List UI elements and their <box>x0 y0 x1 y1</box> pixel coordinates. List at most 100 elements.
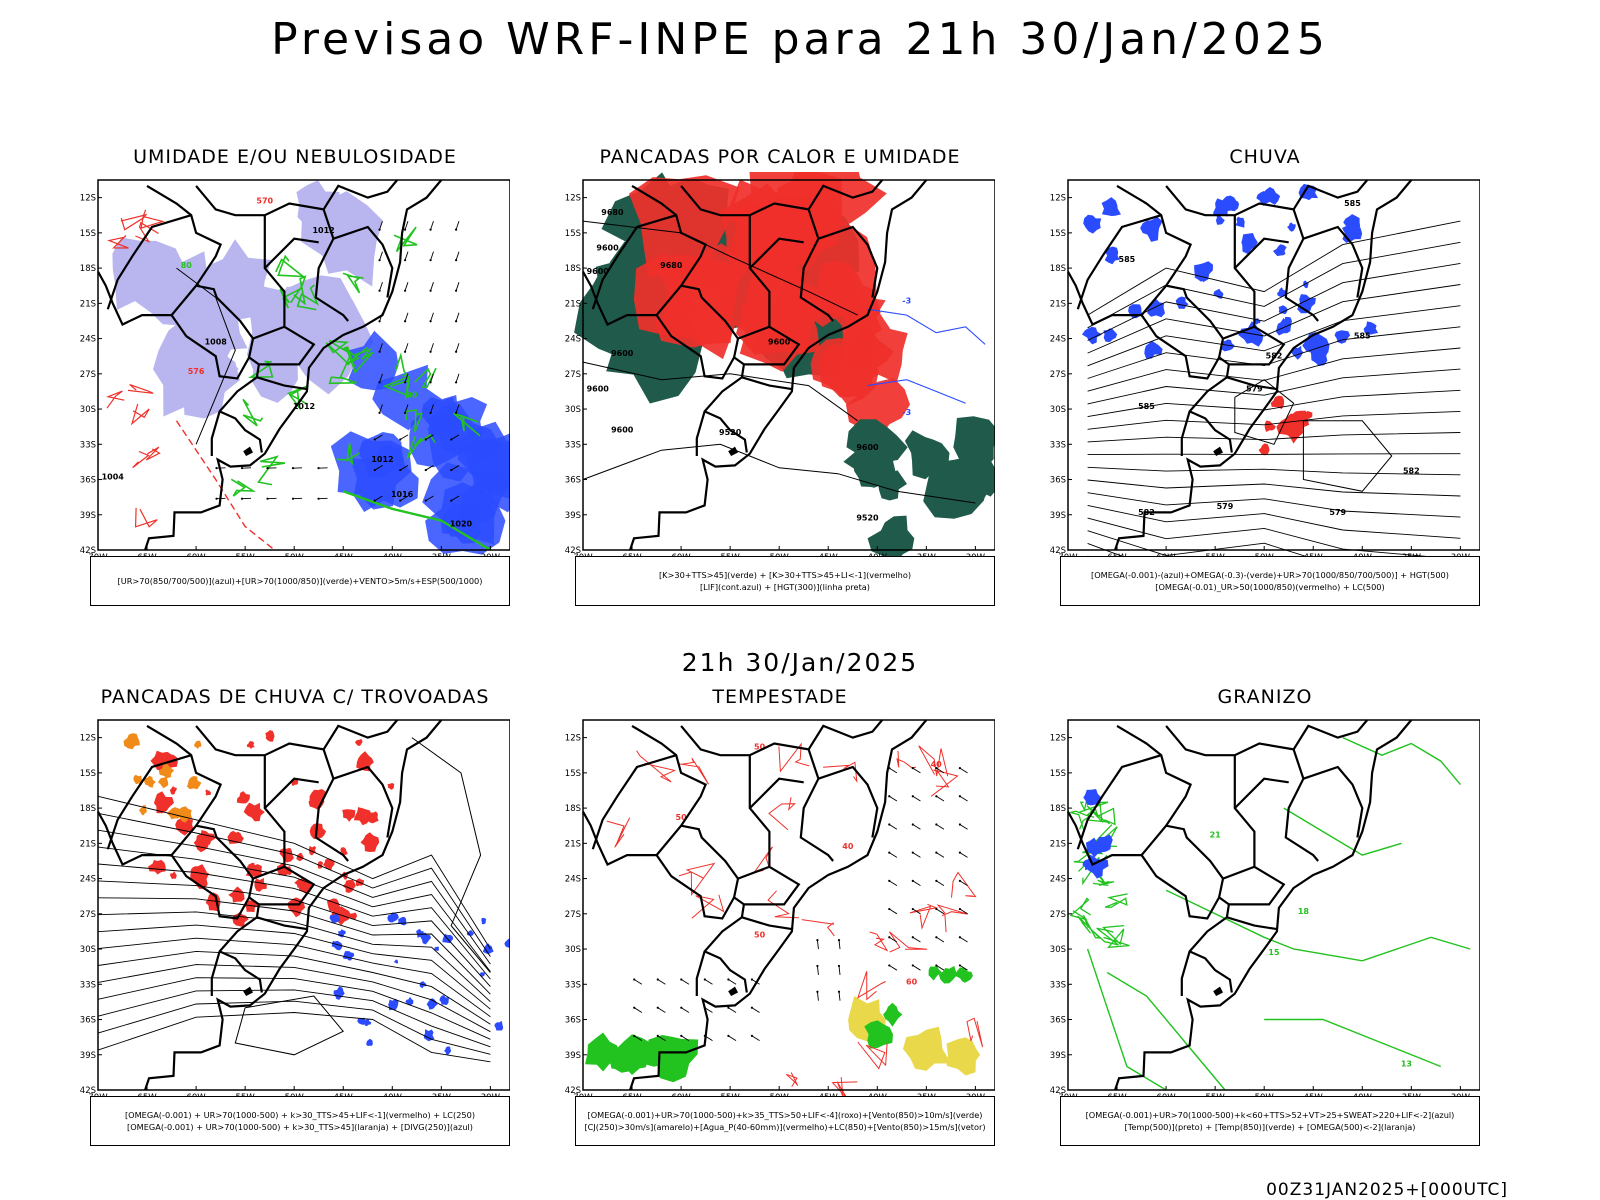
wind-vector-head <box>403 350 407 353</box>
storm-fill-red <box>360 832 380 852</box>
country-border <box>749 777 804 809</box>
contour-label: 1008 <box>205 337 228 346</box>
contour-label: 1016 <box>391 490 414 499</box>
legend-line-1: [OMEGA(-0.001) + UR>70(1000-500) + k>30_… <box>124 1110 476 1120</box>
lat-tick-label: 21S <box>1050 299 1066 309</box>
lat-tick-label: 39S <box>565 1051 581 1061</box>
thickness-contour-red <box>132 450 150 469</box>
streamline <box>1087 326 1461 379</box>
storm-fill-red <box>276 862 289 876</box>
wind-vector-head <box>215 467 218 470</box>
wind-vector <box>751 1035 760 1042</box>
rain-ur-red <box>1270 395 1285 409</box>
country-border <box>591 754 677 850</box>
wind-vector-head <box>816 990 819 993</box>
wind-vector-head <box>454 259 458 262</box>
storm-fill-red <box>387 783 395 790</box>
thickness-contour-red <box>140 209 165 229</box>
country-border <box>1189 950 1233 993</box>
lagoon <box>243 446 253 456</box>
wind-vector-head <box>837 939 841 942</box>
hail-blue <box>1083 789 1102 806</box>
storm-fill-red <box>367 811 379 824</box>
wind-vector <box>912 908 921 915</box>
wind-vector <box>379 251 383 261</box>
country-border <box>1226 916 1278 931</box>
wind-vector <box>751 1007 760 1013</box>
rain-omega-blue <box>1212 198 1230 217</box>
rain-omega-blue <box>1103 328 1118 343</box>
wind-vector-head <box>454 289 458 292</box>
wind-vector-head <box>633 978 636 981</box>
lat-tick-label: 42S <box>80 1086 96 1096</box>
pw-contour-red <box>823 761 858 783</box>
rain-omega-blue <box>1303 280 1309 289</box>
rain-ur-red <box>1282 425 1304 444</box>
wind-vector-head <box>911 851 914 854</box>
country-border <box>258 865 316 906</box>
contour-label: 585 <box>1354 332 1371 341</box>
wind-vector-head <box>958 795 962 798</box>
country-border <box>680 725 834 862</box>
lat-tick-label: 21S <box>80 839 96 849</box>
country-border <box>591 214 677 310</box>
humidity-fill-blue <box>349 444 419 512</box>
storm-fill-orange <box>187 776 202 790</box>
country-border <box>582 184 708 326</box>
wind-vector-head <box>266 467 269 470</box>
storm-fill-orange <box>194 740 202 749</box>
storm-fill-red <box>246 741 255 749</box>
wind-vector-head <box>403 228 407 231</box>
temp850-green <box>1104 893 1128 908</box>
lat-tick-label: 39S <box>80 1051 96 1061</box>
wind-vector-head <box>935 907 938 911</box>
wind-vector-head <box>454 320 458 323</box>
contour-label: 80 <box>181 261 193 270</box>
legend-line-2: [OMEGA(-0.01)_UR>50(1000/850)(vermelho) … <box>1155 582 1385 592</box>
storm-fill-red <box>322 858 335 871</box>
wind-vector-head <box>403 381 407 384</box>
country-border <box>737 215 771 340</box>
storm-fill-red <box>317 861 324 869</box>
pw-contour-red <box>888 931 928 953</box>
country-border <box>749 237 804 269</box>
wind-vector-head <box>837 964 841 968</box>
temp850-green <box>1086 801 1108 824</box>
country-border <box>333 225 394 298</box>
contour-label: 9600 <box>587 267 610 276</box>
hail-blue <box>1085 837 1104 858</box>
streamline <box>1087 466 1461 476</box>
legend-line-1: [OMEGA(-0.001)+UR>70(1000-500)+k>35_TTS>… <box>587 1110 983 1120</box>
rh-contour-green <box>382 375 413 399</box>
contour-label: 1004 <box>102 473 125 482</box>
pw-contour-red <box>909 903 939 930</box>
wind-vector <box>681 1035 690 1042</box>
lat-tick-label: 18S <box>1050 264 1066 274</box>
coastline <box>1114 719 1413 1091</box>
map-frame <box>582 179 995 551</box>
streamline <box>97 950 491 1025</box>
country-border <box>1165 725 1319 862</box>
wind-vector-head <box>958 851 962 854</box>
legend-line-1: [OMEGA(-0.001)-(azul)+OMEGA(-0.3)-(verde… <box>1091 570 1449 580</box>
wind-vector-head <box>911 823 914 826</box>
lat-tick-label: 39S <box>1050 511 1066 521</box>
divergence-blue <box>329 913 340 923</box>
wind-vector-head <box>429 259 432 262</box>
pw-contour-red <box>857 1041 888 1070</box>
rain-omega-blue <box>1278 305 1288 315</box>
coastline <box>629 179 928 551</box>
panel-legend: [OMEGA(-0.001) + UR>70(1000-500) + k>30_… <box>90 1096 510 1146</box>
temp850-green <box>1077 914 1102 939</box>
divergence-blue <box>397 916 407 926</box>
wind-vector-head <box>750 1006 754 1009</box>
wind-vector-head <box>935 795 938 798</box>
wind-vector-head <box>424 438 427 441</box>
coastline <box>1114 179 1413 551</box>
lat-tick-label: 12S <box>565 194 581 204</box>
wind-vector <box>455 373 460 383</box>
temp850-green <box>1094 807 1116 826</box>
contour-label: 576 <box>188 367 205 376</box>
wind-vector <box>374 495 383 501</box>
storm-fill-red <box>205 789 212 796</box>
